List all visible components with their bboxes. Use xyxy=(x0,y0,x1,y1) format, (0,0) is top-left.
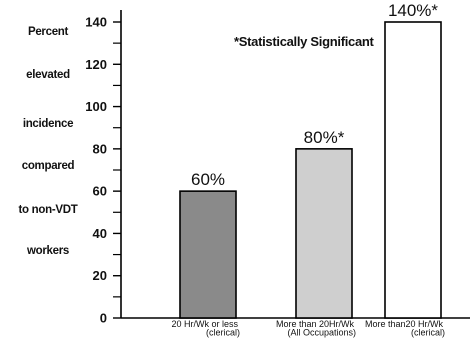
x-tick-label: 20 Hr/Wk or less xyxy=(171,319,238,329)
x-tick-label: More than 20Hr/Wk xyxy=(276,319,355,329)
bar xyxy=(179,190,237,319)
ylabel-line-2: elevated xyxy=(26,69,70,81)
y-tick-label: 20 xyxy=(93,268,107,283)
ylabel-line-1: Percent xyxy=(27,26,69,38)
bar-value-label: 140%* xyxy=(388,1,438,20)
bar xyxy=(384,21,442,319)
x-tick-label: (All Occupations) xyxy=(287,328,356,338)
x-tick-label: (clerical) xyxy=(206,328,240,338)
y-tick-label: 80 xyxy=(93,141,107,156)
bar-value-label: 80%* xyxy=(304,128,345,147)
x-tick-label: More than20 Hr/Wk xyxy=(365,319,444,329)
bar xyxy=(295,148,353,319)
y-tick-label: 0 xyxy=(100,311,107,326)
y-tick-label: 120 xyxy=(85,57,107,72)
ylabel-line-4: compared xyxy=(21,160,75,172)
ylabel-line-6: workers xyxy=(26,245,69,257)
ylabel-line-3: incidence xyxy=(22,118,74,130)
significance-note: *Statistically Significant xyxy=(234,34,374,49)
y-tick-label: 60 xyxy=(93,184,107,199)
y-tick-label: 40 xyxy=(93,226,107,241)
ylabel-line-5: to non-VDT xyxy=(18,204,78,216)
bar-value-label: 60% xyxy=(191,170,225,189)
x-tick-label: (clerical) xyxy=(411,328,445,338)
y-tick-label: 100 xyxy=(85,99,107,114)
y-tick-label: 140 xyxy=(85,15,107,30)
